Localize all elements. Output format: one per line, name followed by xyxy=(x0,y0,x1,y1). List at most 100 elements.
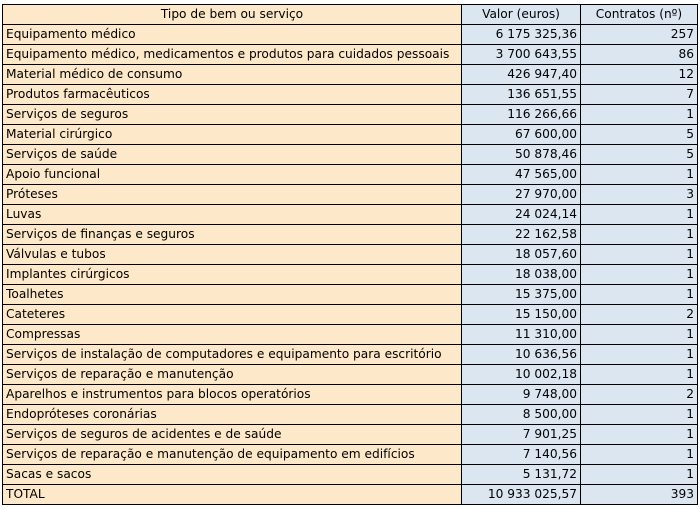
cell-value: 15 375,00 xyxy=(461,284,581,305)
table-row: Serviços de reparação e manutenção de eq… xyxy=(2,444,698,465)
cell-value: 11 310,00 xyxy=(461,324,581,345)
cell-contracts: 1 xyxy=(580,344,698,365)
table-row: Próteses 27 970,00 3 xyxy=(2,184,698,205)
cell-type: Compressas xyxy=(2,324,462,345)
cell-contracts: 1 xyxy=(580,404,698,425)
table-row: Equipamento médico, medicamentos e produ… xyxy=(2,44,698,65)
cell-value: 116 266,66 xyxy=(461,104,581,125)
table-row: Equipamento médico 6 175 325,36 257 xyxy=(2,24,698,45)
header-type: Tipo de bem ou serviço xyxy=(2,4,462,25)
cell-contracts: 1 xyxy=(580,164,698,185)
cell-contracts: 1 xyxy=(580,264,698,285)
total-row: TOTAL 10 933 025,57 393 xyxy=(2,484,698,505)
cell-type: TOTAL xyxy=(2,484,462,505)
table-row: Serviços de instalação de computadores e… xyxy=(2,344,698,365)
cell-contracts: 5 xyxy=(580,144,698,165)
cell-type: Próteses xyxy=(2,184,462,205)
cell-contracts: 1 xyxy=(580,104,698,125)
cell-value: 67 600,00 xyxy=(461,124,581,145)
cell-contracts: 1 xyxy=(580,424,698,445)
cell-contracts: 86 xyxy=(580,44,698,65)
cell-value: 15 150,00 xyxy=(461,304,581,325)
cell-contracts: 2 xyxy=(580,384,698,405)
table-row: Implantes cirúrgicos 18 038,00 1 xyxy=(2,264,698,285)
cell-contracts: 1 xyxy=(580,224,698,245)
cell-type: Serviços de seguros de acidentes e de sa… xyxy=(2,424,462,445)
cell-contracts: 1 xyxy=(580,364,698,385)
table-row: Serviços de seguros 116 266,66 1 xyxy=(2,104,698,125)
cell-type: Cateteres xyxy=(2,304,462,325)
cell-value: 18 038,00 xyxy=(461,264,581,285)
table-row: Serviços de finanças e seguros 22 162,58 1 xyxy=(2,224,698,245)
cell-type: Serviços de reparação e manutenção xyxy=(2,364,462,385)
table-row: Aparelhos e instrumentos para blocos ope… xyxy=(2,384,698,405)
cell-type: Serviços de saúde xyxy=(2,144,462,165)
cell-type: Luvas xyxy=(2,204,462,225)
cell-contracts: 393 xyxy=(580,484,698,505)
cell-value: 9 748,00 xyxy=(461,384,581,405)
cell-contracts: 7 xyxy=(580,84,698,105)
table-row: Sacas e sacos 5 131,72 1 xyxy=(2,464,698,485)
table-row: Toalhetes 15 375,00 1 xyxy=(2,284,698,305)
cell-value: 7 901,25 xyxy=(461,424,581,445)
cell-contracts: 1 xyxy=(580,444,698,465)
cell-contracts: 2 xyxy=(580,304,698,325)
cell-contracts: 3 xyxy=(580,184,698,205)
cell-type: Toalhetes xyxy=(2,284,462,305)
cell-value: 18 057,60 xyxy=(461,244,581,265)
header-contracts: Contratos (nº) xyxy=(580,4,698,25)
cell-type: Produtos farmacêuticos xyxy=(2,84,462,105)
cell-contracts: 1 xyxy=(580,284,698,305)
cell-value: 426 947,40 xyxy=(461,64,581,85)
table-row: Produtos farmacêuticos 136 651,55 7 xyxy=(2,84,698,105)
table-row: Material cirúrgico 67 600,00 5 xyxy=(2,124,698,145)
cell-value: 47 565,00 xyxy=(461,164,581,185)
header-row: Tipo de bem ou serviço Valor (euros) Con… xyxy=(2,4,698,25)
cell-contracts: 1 xyxy=(580,464,698,485)
cell-type: Endopróteses coronárias xyxy=(2,404,462,425)
cell-type: Equipamento médico xyxy=(2,24,462,45)
cell-value: 7 140,56 xyxy=(461,444,581,465)
cell-value: 3 700 643,55 xyxy=(461,44,581,65)
cell-type: Serviços de instalação de computadores e… xyxy=(2,344,462,365)
cell-type: Implantes cirúrgicos xyxy=(2,264,462,285)
cell-type: Material cirúrgico xyxy=(2,124,462,145)
table-row: Cateteres 15 150,00 2 xyxy=(2,304,698,325)
cell-type: Sacas e sacos xyxy=(2,464,462,485)
cell-type: Apoio funcional xyxy=(2,164,462,185)
contracts-table: Tipo de bem ou serviço Valor (euros) Con… xyxy=(2,4,698,505)
cell-type: Equipamento médico, medicamentos e produ… xyxy=(2,44,462,65)
cell-contracts: 1 xyxy=(580,204,698,225)
cell-type: Aparelhos e instrumentos para blocos ope… xyxy=(2,384,462,405)
cell-type: Serviços de finanças e seguros xyxy=(2,224,462,245)
table-row: Serviços de seguros de acidentes e de sa… xyxy=(2,424,698,445)
cell-value: 8 500,00 xyxy=(461,404,581,425)
cell-type: Serviços de reparação e manutenção de eq… xyxy=(2,444,462,465)
cell-value: 50 878,46 xyxy=(461,144,581,165)
cell-value: 10 933 025,57 xyxy=(461,484,581,505)
cell-contracts: 257 xyxy=(580,24,698,45)
cell-type: Material médico de consumo xyxy=(2,64,462,85)
table-row: Material médico de consumo 426 947,40 12 xyxy=(2,64,698,85)
cell-value: 22 162,58 xyxy=(461,224,581,245)
cell-contracts: 5 xyxy=(580,124,698,145)
table-row: Serviços de saúde 50 878,46 5 xyxy=(2,144,698,165)
cell-contracts: 1 xyxy=(580,324,698,345)
cell-contracts: 12 xyxy=(580,64,698,85)
cell-type: Serviços de seguros xyxy=(2,104,462,125)
cell-type: Válvulas e tubos xyxy=(2,244,462,265)
cell-value: 6 175 325,36 xyxy=(461,24,581,45)
table-row: Serviços de reparação e manutenção 10 002… xyxy=(2,364,698,385)
cell-value: 24 024,14 xyxy=(461,204,581,225)
table-row: Compressas 11 310,00 1 xyxy=(2,324,698,345)
cell-value: 136 651,55 xyxy=(461,84,581,105)
table-row: Endopróteses coronárias 8 500,00 1 xyxy=(2,404,698,425)
cell-value: 27 970,00 xyxy=(461,184,581,205)
cell-value: 10 636,56 xyxy=(461,344,581,365)
cell-value: 10 002,18 xyxy=(461,364,581,385)
table-row: Válvulas e tubos 18 057,60 1 xyxy=(2,244,698,265)
header-value: Valor (euros) xyxy=(461,4,581,25)
cell-value: 5 131,72 xyxy=(461,464,581,485)
cell-contracts: 1 xyxy=(580,244,698,265)
table-row: Apoio funcional 47 565,00 1 xyxy=(2,164,698,185)
